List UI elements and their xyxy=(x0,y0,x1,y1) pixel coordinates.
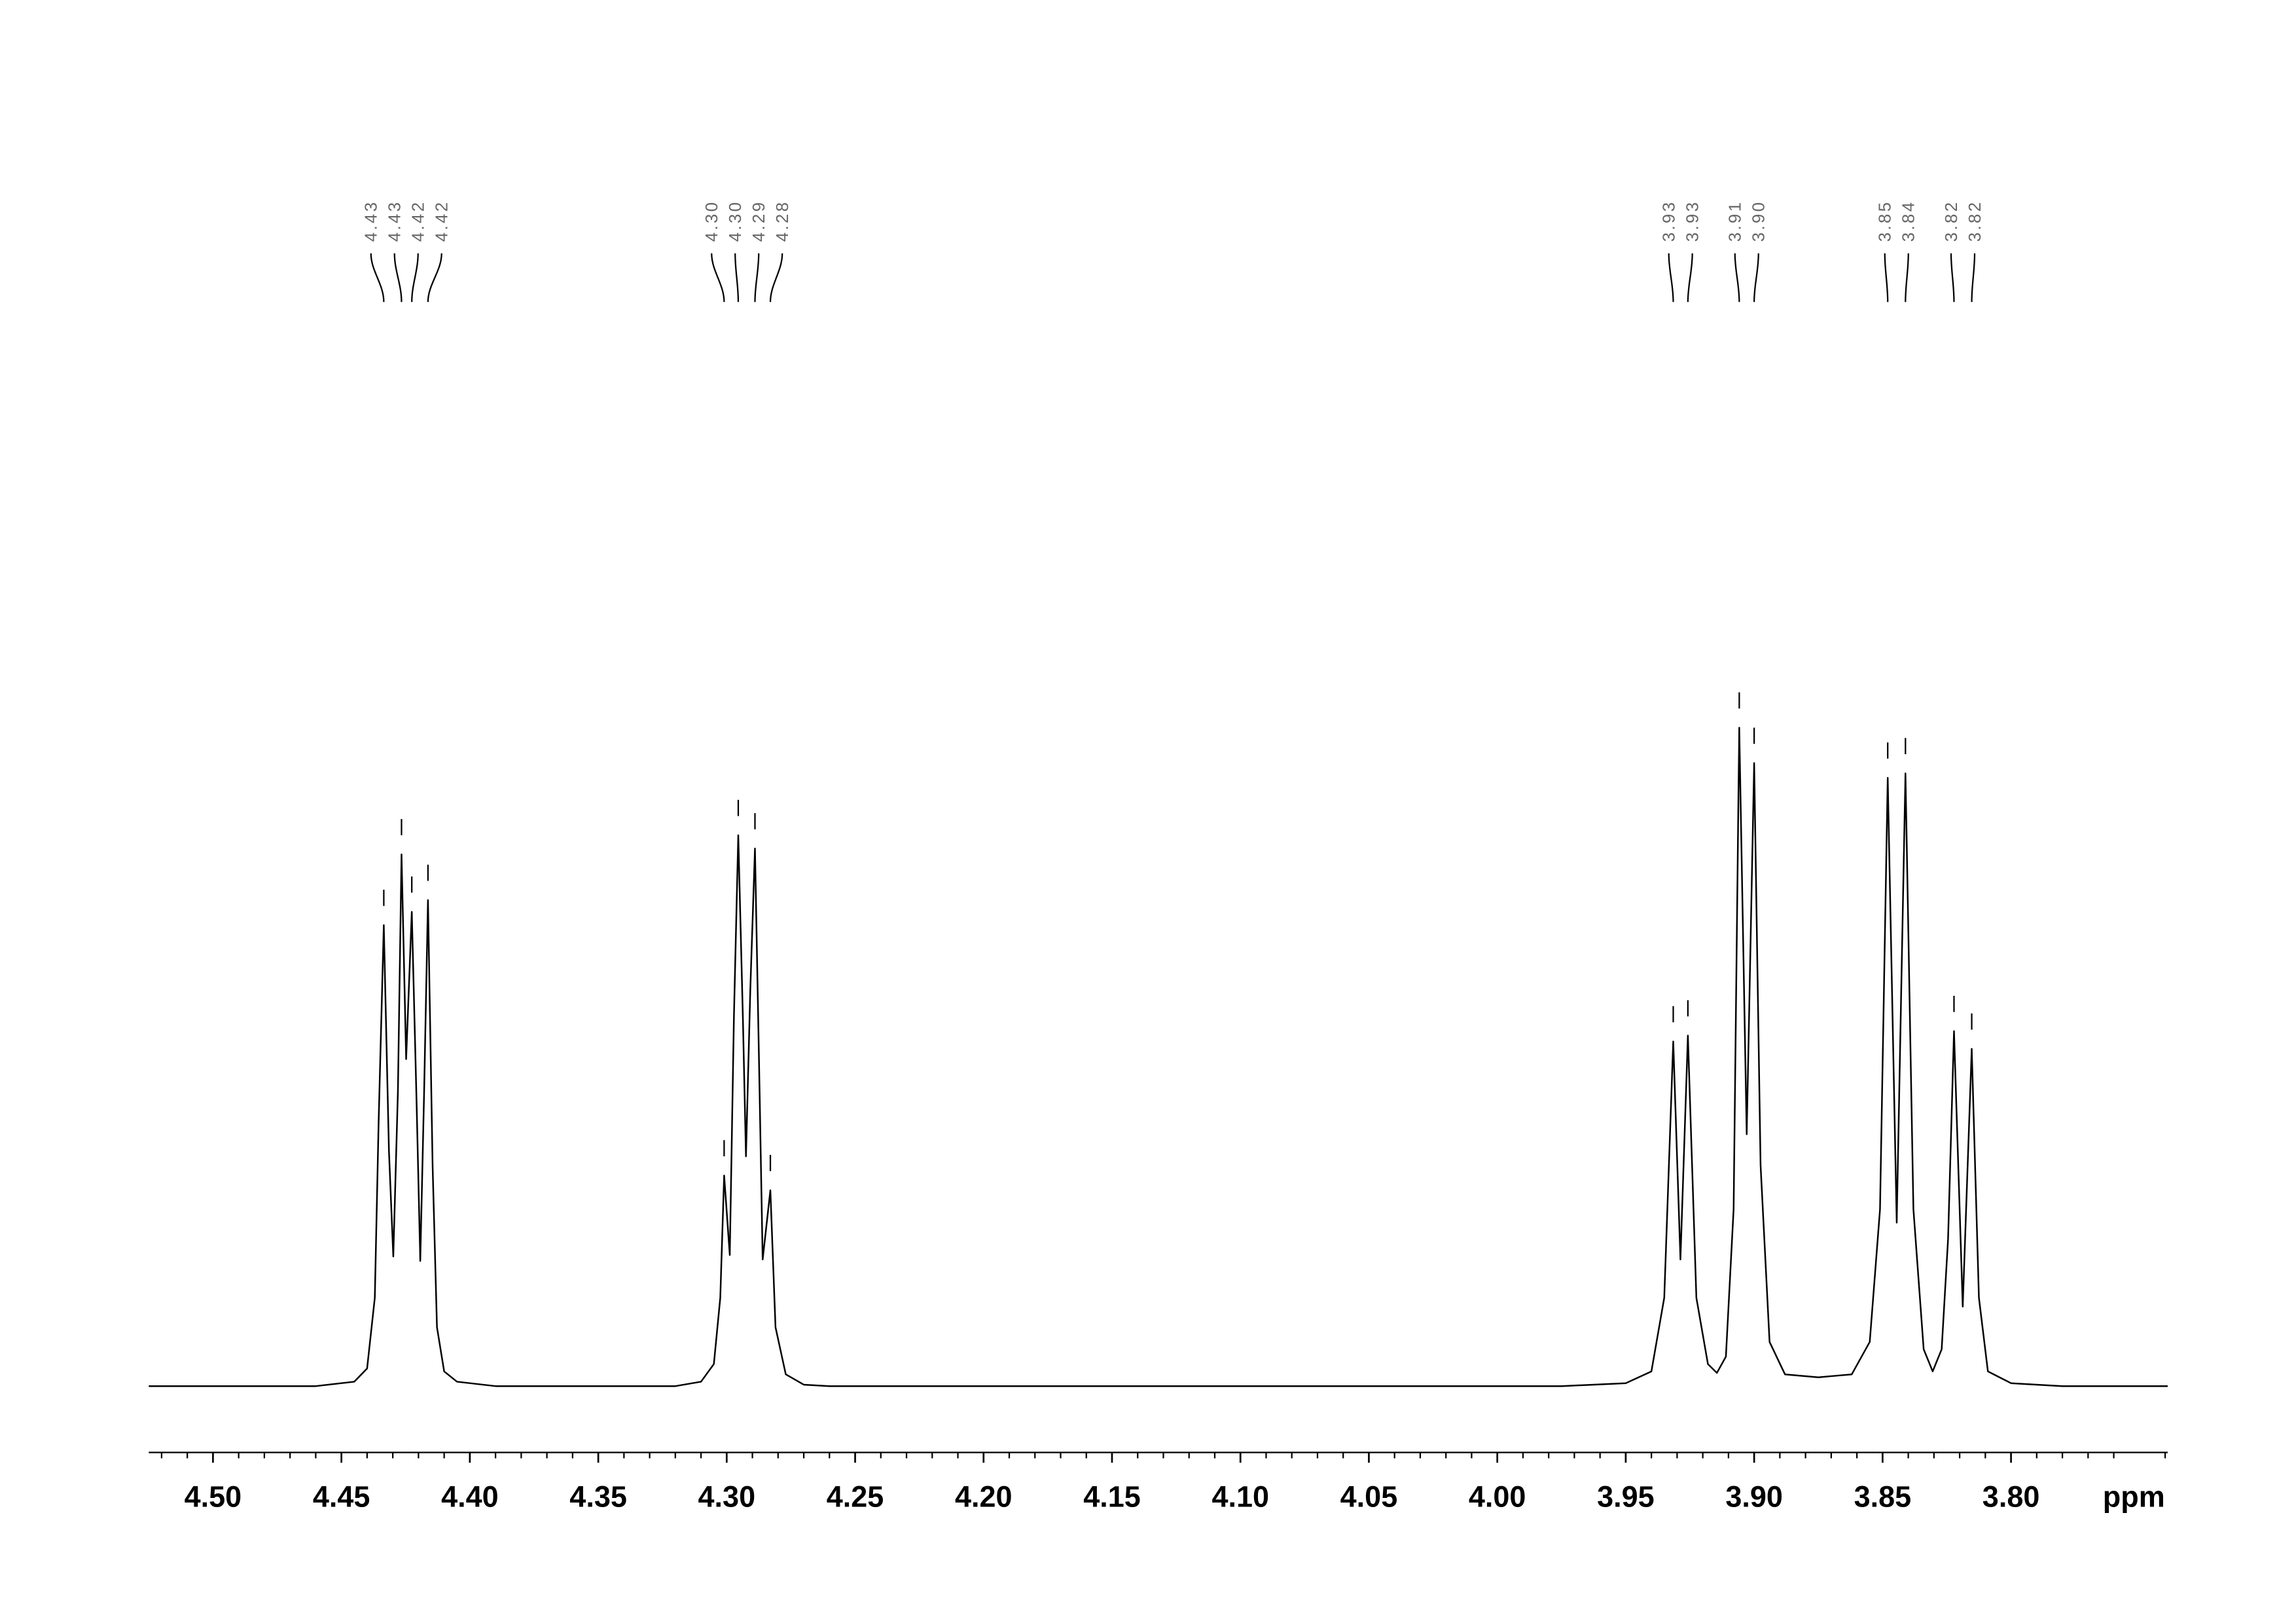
x-tick-label: 4.45 xyxy=(313,1480,370,1514)
peak-label: 4.43 xyxy=(386,200,404,242)
peak-label: 3.90 xyxy=(1750,200,1768,242)
peak-leader xyxy=(1753,253,1759,302)
peak-label: 3.91 xyxy=(1727,200,1745,242)
peak-leader xyxy=(411,253,419,302)
x-tick-label: 4.00 xyxy=(1469,1480,1526,1514)
x-tick-label: 4.10 xyxy=(1211,1480,1269,1514)
x-tick-label: 4.15 xyxy=(1083,1480,1141,1514)
x-tick-label: 3.85 xyxy=(1854,1480,1912,1514)
peak-leader xyxy=(393,253,403,302)
peak-label: 4.42 xyxy=(410,200,428,242)
peak-label: 3.93 xyxy=(1684,200,1702,242)
peak-label: 4.42 xyxy=(433,200,452,242)
x-tick-label: 3.80 xyxy=(1982,1480,2040,1514)
peak-leader xyxy=(754,253,760,302)
peak-leader xyxy=(1687,253,1693,302)
x-tick-label: 4.40 xyxy=(441,1480,499,1514)
x-tick-label: 4.50 xyxy=(185,1480,242,1514)
x-tick-label: 4.05 xyxy=(1340,1480,1398,1514)
peak-leader xyxy=(1905,253,1909,302)
peak-label: 4.30 xyxy=(726,200,745,242)
x-axis-label: ppm xyxy=(2103,1480,2165,1514)
x-tick-label: 4.25 xyxy=(827,1480,884,1514)
peak-leader xyxy=(370,253,385,302)
peak-leader xyxy=(734,253,740,302)
peak-leader xyxy=(1668,253,1674,302)
peak-leader xyxy=(711,253,725,302)
peak-label: 3.82 xyxy=(1966,200,1984,242)
peak-leader xyxy=(1950,253,1955,302)
peak-label: 4.29 xyxy=(750,200,768,242)
peak-label: 4.28 xyxy=(774,200,792,242)
peak-leader xyxy=(769,253,783,302)
peak-leader xyxy=(1971,253,1976,302)
x-tick-label: 4.35 xyxy=(569,1480,627,1514)
peak-label: 3.85 xyxy=(1876,200,1895,242)
spectrum xyxy=(149,727,2168,1387)
x-tick-label: 3.95 xyxy=(1597,1480,1655,1514)
peak-leader xyxy=(1884,253,1889,302)
peak-leader xyxy=(1734,253,1740,302)
x-tick-label: 3.90 xyxy=(1725,1480,1783,1514)
peak-label: 4.43 xyxy=(363,200,381,242)
peak-label: 3.93 xyxy=(1660,200,1679,242)
x-tick-label: 4.30 xyxy=(698,1480,756,1514)
peak-leader xyxy=(427,253,442,302)
peak-label: 3.84 xyxy=(1900,200,1918,242)
x-tick-label: 4.20 xyxy=(955,1480,1013,1514)
peak-label: 4.30 xyxy=(703,200,721,242)
peak-label: 3.82 xyxy=(1943,200,1961,242)
